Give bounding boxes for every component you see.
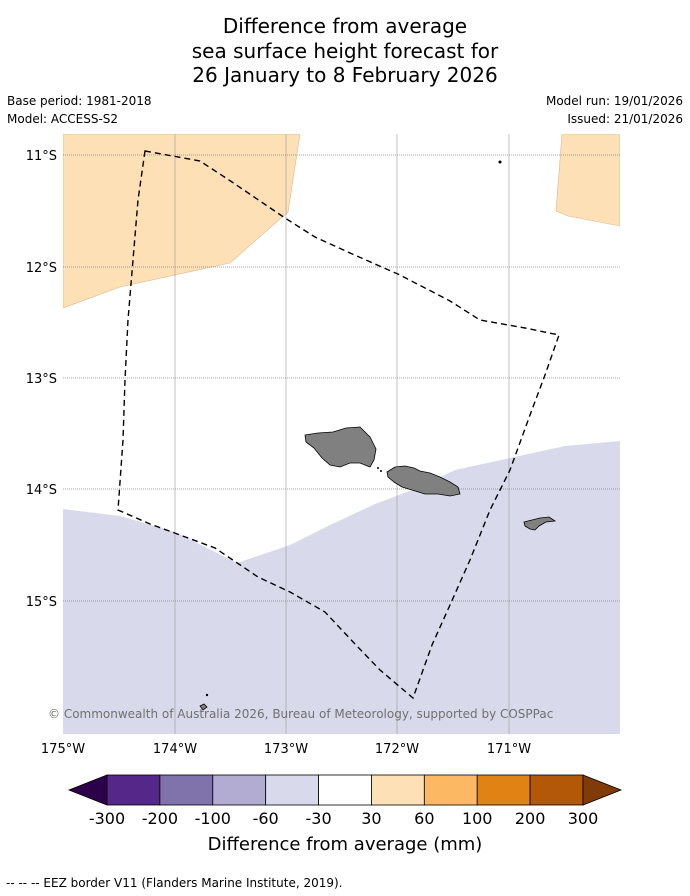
lat-label-15s: 15°S — [26, 595, 57, 610]
title-line-2: sea surface height forecast for — [191, 38, 499, 63]
lon-label-173w: 173°W — [264, 742, 308, 757]
colorbar-bin-1 — [159, 774, 214, 806]
colorbar-ticks: -300 -200 -100 -60 -30 30 60 100 200 300 — [89, 809, 598, 828]
model-name: Model: ACCESS-S2 — [7, 112, 119, 126]
colorbar-tick-label: 30 — [361, 809, 381, 828]
islet-north — [498, 160, 502, 164]
island-tutuila — [523, 516, 557, 531]
colorbar-bin-4 — [318, 774, 372, 806]
model-run: Model run: 19/01/2026 — [545, 94, 683, 108]
colorbar-extend-high — [582, 774, 623, 806]
colorbar-tick-label: -100 — [195, 809, 231, 828]
map-area — [63, 134, 620, 734]
colorbar-tick-label: 60 — [414, 809, 434, 828]
island-upolu — [386, 465, 461, 497]
base-period: Base period: 1981-2018 — [7, 94, 152, 108]
longitude-gridlines — [174, 134, 510, 734]
colorbar-tick-label: -300 — [89, 809, 125, 828]
latitude-gridlines — [63, 154, 620, 602]
map-figure: © Commonwealth of Australia 2026, Bureau… — [26, 134, 623, 855]
colorbar-tick-label: 300 — [568, 809, 599, 828]
positive-anomaly-region-west — [63, 134, 301, 309]
colorbar-bin-6 — [423, 774, 478, 806]
title-line-3: 26 January to 8 February 2026 — [192, 63, 498, 87]
colorbar-bin-7 — [476, 774, 531, 806]
colorbar-bin-3 — [265, 774, 319, 806]
islet-southwest — [205, 693, 209, 697]
title-line-1: Difference from average — [222, 14, 468, 38]
colorbar-bins — [106, 774, 584, 806]
copyright-notice: © Commonwealth of Australia 2026, Bureau… — [48, 707, 553, 721]
lat-label-14s: 14°S — [26, 483, 57, 498]
island-savaii — [304, 426, 377, 468]
colorbar-bin-2 — [212, 774, 267, 806]
map-title: Difference from average sea surface heig… — [0, 14, 690, 88]
lon-label-171w: 171°W — [487, 742, 531, 757]
colorbar-tick-label: -200 — [142, 809, 178, 828]
colorbar-tick-label: 200 — [515, 809, 546, 828]
islet-apolima — [377, 467, 379, 469]
lat-label-12s: 12°S — [26, 261, 57, 276]
issued-date: Issued: 21/01/2026 — [567, 112, 683, 126]
colorbar-tick-label: -30 — [305, 809, 331, 828]
lon-label-175w: 175°W — [41, 742, 85, 757]
eez-border — [117, 150, 560, 700]
eez-footnote: -- -- -- EEZ border V11 (Flanders Marine… — [6, 876, 343, 890]
islet-manono — [380, 470, 382, 472]
island-small-southwest — [199, 703, 208, 711]
negative-anomaly-region — [63, 441, 620, 734]
positive-anomaly-region-east — [555, 134, 620, 227]
lon-label-172w: 172°W — [375, 742, 419, 757]
colorbar-label: Difference from average (mm) — [208, 834, 483, 855]
colorbar-bin-5 — [371, 774, 425, 806]
colorbar-tick-label: 100 — [462, 809, 493, 828]
colorbar: -300 -200 -100 -60 -30 30 60 100 200 300 Differen… — [67, 774, 623, 855]
lon-label-174w: 174°W — [153, 742, 197, 757]
colorbar-extend-low — [67, 774, 108, 806]
lat-label-13s: 13°S — [26, 372, 57, 387]
lat-label-11s: 11°S — [26, 149, 57, 164]
colorbar-bin-0 — [106, 774, 161, 806]
colorbar-tick-label: -60 — [253, 809, 279, 828]
colorbar-bin-8 — [529, 774, 584, 806]
